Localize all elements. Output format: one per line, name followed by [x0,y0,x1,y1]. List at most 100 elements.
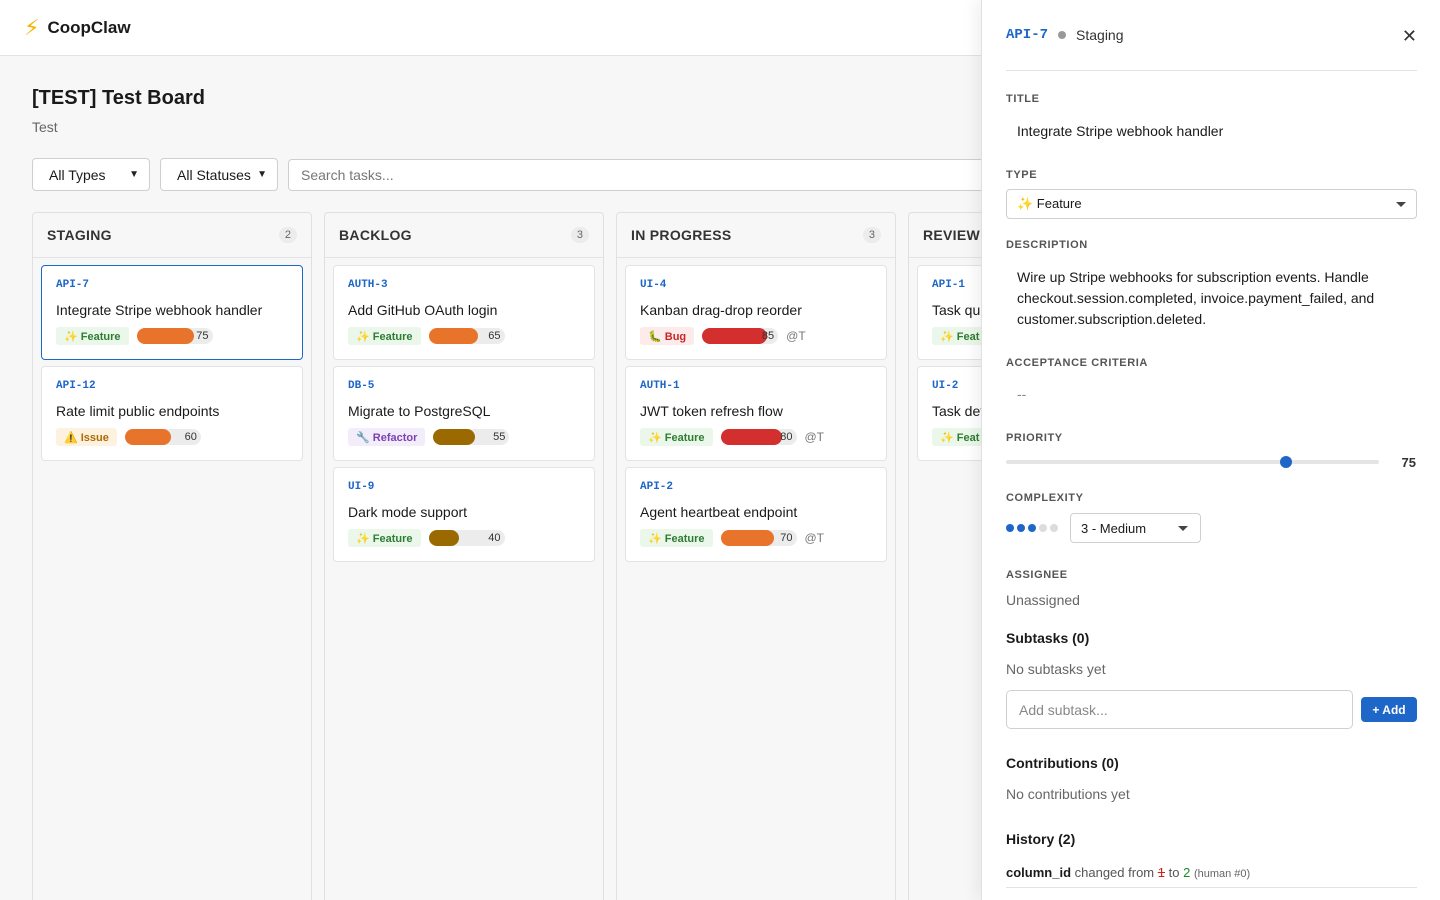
card-meta: ✨ Feature 70 @T [640,529,872,547]
card-meta: ⚠️ Issue 60 [56,428,288,446]
column-backlog: BACKLOG 3 AUTH-3 Add GitHub OAuth login ✨ Fe… [324,212,604,900]
history-to-text: to [1168,865,1180,880]
priority-bar: 85 [702,328,779,344]
complexity-dot [1006,524,1014,532]
app-name[interactable]: CoopClaw [47,17,131,37]
column-count-badge: 3 [570,227,589,243]
title-label: TITLE [1006,93,1040,105]
priority-slider-thumb[interactable] [1279,456,1292,468]
card-title: Integrate Stripe webhook handler [56,302,263,318]
priority-slider[interactable] [1006,456,1379,468]
card-meta: ✨ Feature 80 @T [640,428,872,446]
type-badge: ⚠️ Issue [56,428,117,446]
priority-value: 40 [488,532,501,544]
priority-bar: 55 [433,429,510,445]
card-meta: ✨ Feature 75 [56,327,288,345]
task-card[interactable]: AUTH-3 Add GitHub OAuth login ✨ Feature 65 [333,265,595,360]
complexity-label: COMPLEXITY [1006,492,1084,504]
contributions-empty-text: No contributions yet [1006,786,1130,802]
card-meta: 🔧 Refactor 55 [348,428,580,446]
type-select-value: ✨ Feature [1017,196,1082,211]
assignee-label: ASSIGNEE [1006,569,1068,581]
priority-bar-fill [428,328,478,344]
priority-label: PRIORITY [1006,432,1063,444]
priority-bar: 40 [428,530,505,546]
priority-value: 65 [488,330,501,342]
task-card[interactable]: API-12 Rate limit public endpoints ⚠️ Issu… [41,366,303,461]
type-badge: ✨ Feature [640,529,713,547]
history-to-value: 2 [1183,865,1191,880]
type-badge: 🔧 Refactor [348,428,426,446]
column-header: STAGING 2 [33,213,311,258]
card-task-id: UI-4 [640,279,667,291]
assignee-value[interactable]: Unassigned [1006,592,1080,608]
card-meta: ✨ Feature 40 [348,529,580,547]
card-title: Rate limit public endpoints [56,403,220,419]
task-card[interactable]: API-2 Agent heartbeat endpoint ✨ Feature 70… [625,467,887,562]
priority-bar: 60 [124,429,201,445]
history-field-name: column_id [1006,865,1072,880]
description-field[interactable]: Wire up Stripe webhooks for subscription… [1017,269,1375,327]
type-label: TYPE [1006,169,1038,181]
type-badge: ✨ Feat [932,428,988,446]
priority-bar: 65 [428,328,505,344]
card-meta: ✨ Feature 65 [348,327,580,345]
priority-value: 75 [1401,455,1416,470]
type-filter-select[interactable]: All Types ▼ [32,158,150,191]
close-icon[interactable]: ✕ [1401,26,1417,46]
complexity-select-value: 3 - Medium [1081,520,1147,536]
task-card[interactable]: UI-4 Kanban drag-drop reorder 🐛 Bug 85 @T [625,265,887,360]
type-badge: ✨ Feature [348,327,421,345]
status-filter-value: All Statuses [177,166,251,183]
card-task-id: API-7 [56,279,90,291]
acceptance-criteria-field[interactable]: -- [1017,386,1027,402]
caret-down-icon [1396,201,1406,207]
title-field[interactable]: Integrate Stripe webhook handler [1017,123,1224,139]
card-task-id: API-12 [56,380,96,392]
card-title: Agent heartbeat endpoint [640,504,798,520]
card-meta: ✨ Feat [932,428,1164,446]
assignee-tag: @T [804,531,825,545]
priority-value: 60 [184,431,197,443]
status-filter-select[interactable]: All Statuses ▼ [160,158,278,191]
board-subtitle: Test [32,119,58,135]
status-dot-icon [1058,31,1067,39]
column-count-badge: 3 [862,227,881,243]
add-subtask-input[interactable] [1006,690,1353,729]
card-title: Add GitHub OAuth login [348,302,498,318]
type-badge: ✨ Feature [348,529,421,547]
priority-bar: 70 [720,530,797,546]
assignee-tag: @T [786,329,806,343]
history-from-value: 1 [1157,865,1165,880]
type-badge: ✨ Feature [56,327,129,345]
type-badge: ✨ Feat [932,327,988,345]
priority-value: 85 [761,330,775,342]
column-count-badge: 2 [278,227,297,243]
complexity-dot [1028,524,1036,532]
priority-bar-fill [428,530,459,546]
card-meta: 🐛 Bug 85 @T [640,327,872,345]
card-task-id: AUTH-1 [640,380,680,392]
task-detail-panel: API-7 Staging ✕ TITLE Integrate Stripe w… [981,0,1440,900]
priority-bar-fill [124,429,171,445]
add-subtask-button[interactable]: + Add [1361,697,1417,722]
task-card[interactable]: AUTH-1 JWT token refresh flow ✨ Feature 80 @… [625,366,887,461]
history-heading: History (2) [1006,831,1076,847]
type-badge: 🐛 Bug [640,327,695,345]
task-card[interactable]: API-7 Integrate Stripe webhook handler ✨ F… [41,265,303,360]
priority-value: 75 [196,330,209,342]
contributions-heading: Contributions (0) [1006,755,1119,771]
task-card[interactable]: UI-9 Dark mode support ✨ Feature 40 [333,467,595,562]
card-task-id: UI-2 [932,380,959,392]
detail-header: API-7 Staging ✕ [1006,0,1417,71]
priority-bar: 80 [720,429,797,445]
task-card[interactable]: DB-5 Migrate to PostgreSQL 🔧 Refactor 55 [333,366,595,461]
complexity-select[interactable]: 3 - Medium [1070,513,1201,543]
detail-task-id: API-7 [1006,27,1049,43]
type-select[interactable]: ✨ Feature [1006,189,1417,219]
description-label: DESCRIPTION [1006,239,1088,251]
card-title: Dark mode support [348,504,468,520]
search-input[interactable] [288,159,1008,191]
priority-value: 80 [780,431,793,443]
subtasks-empty-text: No subtasks yet [1006,661,1106,677]
